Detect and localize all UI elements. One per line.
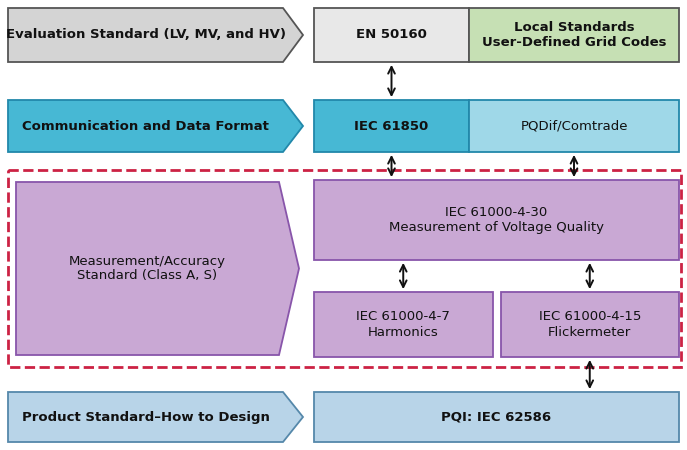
- Text: IEC 61000-4-7
Harmonics: IEC 61000-4-7 Harmonics: [357, 310, 450, 338]
- FancyBboxPatch shape: [314, 180, 679, 260]
- FancyBboxPatch shape: [314, 292, 493, 357]
- FancyBboxPatch shape: [469, 8, 679, 62]
- Text: Evaluation Standard (LV, MV, and HV): Evaluation Standard (LV, MV, and HV): [5, 28, 286, 41]
- Text: PQI: IEC 62586: PQI: IEC 62586: [442, 410, 552, 423]
- Text: Communication and Data Format: Communication and Data Format: [22, 120, 269, 132]
- FancyBboxPatch shape: [469, 100, 679, 152]
- Polygon shape: [8, 392, 303, 442]
- Text: Product Standard–How to Design: Product Standard–How to Design: [21, 410, 269, 423]
- FancyBboxPatch shape: [314, 8, 469, 62]
- Text: EN 50160: EN 50160: [356, 28, 427, 41]
- Text: PQDif/Comtrade: PQDif/Comtrade: [520, 120, 628, 132]
- FancyBboxPatch shape: [314, 100, 469, 152]
- Text: Local Standards
User-Defined Grid Codes: Local Standards User-Defined Grid Codes: [482, 21, 666, 49]
- Polygon shape: [16, 182, 299, 355]
- Text: Measurement/Accuracy
Standard (Class A, S): Measurement/Accuracy Standard (Class A, …: [69, 255, 226, 283]
- FancyBboxPatch shape: [314, 392, 679, 442]
- Polygon shape: [8, 8, 303, 62]
- Text: IEC 61000-4-15
Flickermeter: IEC 61000-4-15 Flickermeter: [539, 310, 641, 338]
- Text: IEC 61850: IEC 61850: [354, 120, 429, 132]
- Text: IEC 61000-4-30
Measurement of Voltage Quality: IEC 61000-4-30 Measurement of Voltage Qu…: [389, 206, 604, 234]
- Polygon shape: [8, 100, 303, 152]
- FancyBboxPatch shape: [501, 292, 679, 357]
